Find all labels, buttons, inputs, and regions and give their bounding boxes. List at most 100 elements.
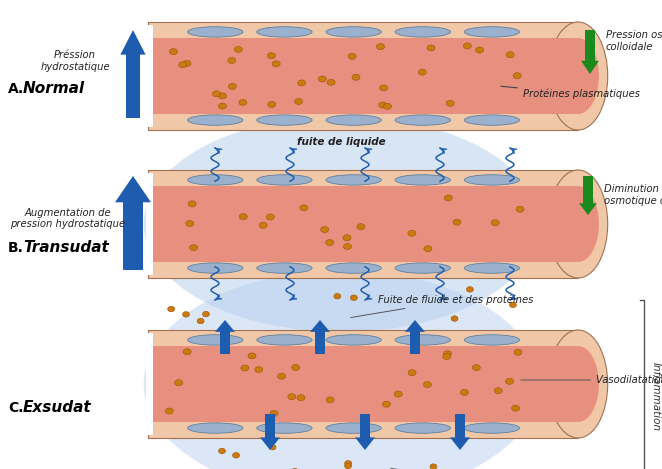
Polygon shape	[148, 38, 578, 114]
Polygon shape	[148, 346, 578, 422]
Polygon shape	[148, 186, 578, 262]
Ellipse shape	[232, 453, 240, 458]
Ellipse shape	[260, 222, 267, 228]
Ellipse shape	[344, 463, 352, 469]
Ellipse shape	[326, 397, 334, 403]
Ellipse shape	[257, 335, 312, 345]
Ellipse shape	[460, 389, 469, 395]
Ellipse shape	[475, 47, 483, 53]
Text: Pression osmotique
colloidale: Pression osmotique colloidale	[606, 30, 662, 52]
Ellipse shape	[548, 330, 608, 438]
Ellipse shape	[169, 49, 177, 54]
Ellipse shape	[248, 353, 256, 359]
Ellipse shape	[424, 246, 432, 252]
Ellipse shape	[326, 27, 381, 37]
Ellipse shape	[464, 423, 520, 433]
Ellipse shape	[270, 410, 278, 416]
Ellipse shape	[175, 380, 183, 386]
Ellipse shape	[557, 346, 599, 422]
Text: C.: C.	[8, 401, 23, 415]
Ellipse shape	[300, 205, 308, 211]
Ellipse shape	[424, 382, 432, 387]
Text: Normal: Normal	[23, 82, 85, 97]
Ellipse shape	[166, 408, 173, 414]
Text: Fuite de fluide et des protéines: Fuite de fluide et des protéines	[351, 295, 534, 318]
Ellipse shape	[395, 423, 450, 433]
Ellipse shape	[345, 461, 352, 466]
Ellipse shape	[266, 214, 274, 220]
Ellipse shape	[326, 335, 381, 345]
FancyArrow shape	[405, 320, 425, 354]
Ellipse shape	[187, 175, 243, 185]
Ellipse shape	[297, 395, 305, 401]
Ellipse shape	[213, 91, 220, 97]
Ellipse shape	[183, 348, 191, 355]
Ellipse shape	[292, 364, 300, 371]
Ellipse shape	[189, 245, 198, 250]
Ellipse shape	[228, 57, 236, 63]
Text: Inflammation: Inflammation	[651, 362, 661, 431]
Ellipse shape	[188, 201, 196, 207]
Ellipse shape	[408, 230, 416, 236]
Ellipse shape	[510, 302, 516, 308]
Ellipse shape	[326, 240, 334, 246]
Ellipse shape	[187, 423, 243, 433]
Ellipse shape	[395, 27, 450, 37]
Polygon shape	[146, 333, 153, 435]
Ellipse shape	[463, 43, 471, 49]
Polygon shape	[148, 170, 578, 278]
Ellipse shape	[343, 235, 351, 241]
Ellipse shape	[183, 61, 191, 67]
FancyArrow shape	[260, 414, 280, 450]
Ellipse shape	[418, 69, 426, 75]
Ellipse shape	[395, 175, 450, 185]
Ellipse shape	[383, 103, 391, 109]
Ellipse shape	[548, 22, 608, 130]
Ellipse shape	[144, 116, 540, 332]
Ellipse shape	[446, 100, 454, 106]
Polygon shape	[146, 173, 153, 275]
Ellipse shape	[326, 175, 381, 185]
Ellipse shape	[187, 27, 243, 37]
Text: Transudat: Transudat	[23, 240, 109, 255]
Ellipse shape	[444, 351, 451, 357]
Ellipse shape	[197, 318, 204, 324]
Ellipse shape	[464, 175, 520, 185]
Ellipse shape	[464, 263, 520, 273]
Ellipse shape	[408, 370, 416, 376]
Ellipse shape	[295, 98, 303, 105]
Ellipse shape	[350, 295, 357, 301]
FancyArrow shape	[450, 414, 470, 450]
Ellipse shape	[379, 85, 388, 91]
Ellipse shape	[257, 263, 312, 273]
FancyArrow shape	[310, 320, 330, 354]
Ellipse shape	[239, 214, 247, 219]
Ellipse shape	[464, 335, 520, 345]
Ellipse shape	[144, 271, 540, 469]
Polygon shape	[148, 22, 578, 130]
Ellipse shape	[269, 445, 276, 450]
Ellipse shape	[430, 464, 437, 469]
Text: A.: A.	[8, 82, 24, 96]
Ellipse shape	[383, 401, 391, 407]
FancyArrow shape	[581, 30, 599, 74]
Ellipse shape	[318, 76, 326, 82]
Ellipse shape	[443, 354, 451, 360]
Ellipse shape	[272, 61, 280, 67]
FancyArrow shape	[120, 30, 146, 118]
FancyArrow shape	[579, 176, 597, 215]
FancyArrow shape	[355, 414, 375, 450]
Ellipse shape	[326, 263, 381, 273]
Ellipse shape	[255, 367, 263, 372]
Ellipse shape	[506, 378, 514, 384]
Text: B.: B.	[8, 241, 24, 255]
Ellipse shape	[467, 287, 473, 292]
Ellipse shape	[444, 195, 452, 201]
Polygon shape	[148, 330, 578, 438]
Text: Diminution de la pression
osmotique collaïdale: Diminution de la pression osmotique coll…	[604, 184, 662, 205]
Ellipse shape	[203, 311, 209, 317]
Ellipse shape	[395, 335, 450, 345]
Ellipse shape	[513, 73, 521, 79]
Ellipse shape	[218, 93, 226, 99]
Ellipse shape	[427, 45, 435, 51]
